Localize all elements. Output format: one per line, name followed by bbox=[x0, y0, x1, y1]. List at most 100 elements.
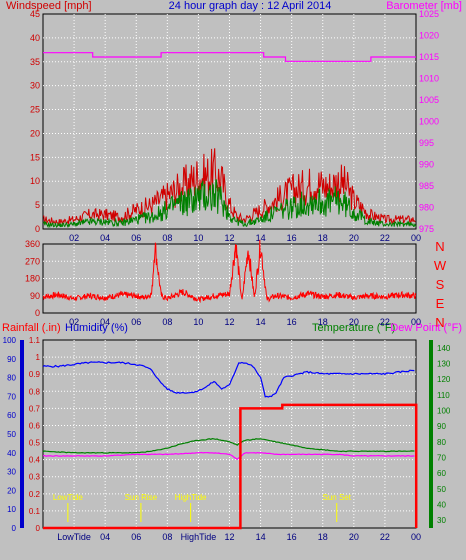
humidity-y-tick-label: 60 bbox=[7, 411, 16, 420]
wind-panel-x-tick-label: 06 bbox=[131, 233, 141, 243]
wind-gust-line bbox=[42, 148, 416, 226]
wind-panel-x-tick-label: 16 bbox=[287, 233, 297, 243]
rain-y-tick-label: 0 bbox=[36, 524, 41, 533]
temperature-y-tick-label: 110 bbox=[437, 391, 450, 400]
rain-y-tick-label: 0.2 bbox=[29, 490, 41, 499]
wind-panel-right-y-tick-label: 990 bbox=[419, 160, 434, 170]
rain-y-tick-label: 1.1 bbox=[29, 336, 41, 345]
wind-panel-x-tick-label: 04 bbox=[100, 233, 110, 243]
temperature-title: Temperature (°F) bbox=[312, 322, 395, 334]
rain-y-tick-label: 1 bbox=[36, 353, 41, 362]
climate-panel-x-tick-label: 14 bbox=[256, 532, 266, 542]
wind-panel-x-tick-label: 10 bbox=[193, 233, 203, 243]
wind-panel-left-y-tick-label: 0 bbox=[35, 224, 40, 234]
dewpoint-title: Dew Point (°F) bbox=[390, 322, 462, 334]
dewpoint-line bbox=[42, 451, 415, 461]
direction-labels: N W S E N bbox=[434, 239, 447, 330]
rain-y-tick-label: 0.8 bbox=[29, 387, 41, 396]
humidity-y-tick-label: 70 bbox=[7, 392, 16, 401]
climate-panel-x-tick-label: 06 bbox=[131, 532, 141, 542]
temperature-y-tick-label: 100 bbox=[437, 407, 451, 416]
temperature-y-tick-label: 30 bbox=[437, 516, 446, 525]
direction-label-n2: N bbox=[435, 315, 444, 330]
humidity-y-tick-label: 90 bbox=[7, 355, 16, 364]
climate-panel-x-tick-label: HighTide bbox=[181, 532, 217, 542]
direction-panel-x-tick-label: 06 bbox=[131, 317, 141, 327]
temperature-y-tick-label: 40 bbox=[437, 501, 446, 510]
direction-label-e: E bbox=[436, 296, 445, 311]
wind-panel-left-y-tick-label: 10 bbox=[30, 176, 40, 186]
wind-panel-x-tick-label: 22 bbox=[380, 233, 390, 243]
humidity-y-tick-label: 80 bbox=[7, 374, 16, 383]
direction-label-w: W bbox=[434, 258, 447, 273]
direction-label-n1: N bbox=[435, 239, 444, 254]
direction-panel-x-tick-label: 08 bbox=[162, 317, 172, 327]
direction-panel-x-tick-label: 04 bbox=[100, 317, 110, 327]
wind-panel-x-tick-label: 08 bbox=[162, 233, 172, 243]
wind-panel-left-y-tick-label: 30 bbox=[30, 81, 40, 91]
direction-panel-x-tick-label: 22 bbox=[380, 317, 390, 327]
climate-panel-x-tick-label: 16 bbox=[287, 532, 297, 542]
direction-panel-x-tick-label: 18 bbox=[318, 317, 328, 327]
wind-panel-x-tick-label: 00 bbox=[411, 233, 421, 243]
wind-panel-x-tick-label: 20 bbox=[349, 233, 359, 243]
direction-panel-x-tick-label: 12 bbox=[224, 317, 234, 327]
wind-panel-left-y-tick-label: 5 bbox=[35, 200, 40, 210]
rain-y-tick-label: 0.4 bbox=[29, 456, 41, 465]
direction-panel-x-tick-label: 20 bbox=[349, 317, 359, 327]
wind-panel-left-y-tick-label: 20 bbox=[30, 128, 40, 138]
direction-panel-x-tick-label: 02 bbox=[69, 317, 79, 327]
direction-panel-y-tick-label: 270 bbox=[25, 256, 40, 266]
wind-panel-left-y-tick-label: 45 bbox=[30, 9, 40, 19]
temperature-y-tick-label: 130 bbox=[437, 360, 451, 369]
rainfall-title: Rainfall (.in) bbox=[2, 322, 61, 334]
rain-y-tick-label: 0.3 bbox=[29, 473, 41, 482]
wind-panel-right-y-tick-label: 1025 bbox=[419, 9, 439, 19]
rain-y-tick-label: 0.7 bbox=[29, 404, 41, 413]
wind-panel-right-y-tick-label: 1015 bbox=[419, 52, 439, 62]
windspeed-title: Windspeed [mph] bbox=[6, 0, 92, 12]
climate-panel-x-tick-label: 22 bbox=[380, 532, 390, 542]
annotation-label: HighTide bbox=[175, 493, 207, 502]
wind-panel-right-y-tick-label: 985 bbox=[419, 181, 434, 191]
climate-panel-x-tick-label: LowTide bbox=[57, 532, 91, 542]
humidity-title: Humidity (%) bbox=[65, 322, 128, 334]
temperature-y-tick-label: 70 bbox=[437, 454, 446, 463]
temperature-line bbox=[42, 437, 415, 454]
chart-title: 24 hour graph day : 12 April 2014 bbox=[169, 0, 332, 12]
humidity-y-tick-label: 100 bbox=[3, 336, 17, 345]
barometer-title: Barometer [mb] bbox=[386, 0, 462, 12]
direction-panel-y-tick-label: 180 bbox=[25, 274, 40, 284]
barometer-line bbox=[43, 52, 416, 62]
climate-panel-x-tick-label: 08 bbox=[162, 532, 172, 542]
climate-panel-x-tick-label: 20 bbox=[349, 532, 359, 542]
humidity-y-tick-label: 20 bbox=[7, 486, 16, 495]
wind-panel-right-y-tick-label: 980 bbox=[419, 203, 434, 213]
humidity-y-tick-label: 50 bbox=[7, 430, 16, 439]
temperature-y-tick-label: 140 bbox=[437, 344, 451, 353]
direction-panel-x-tick-label: 10 bbox=[193, 317, 203, 327]
wind-panel-x-tick-label: 02 bbox=[69, 233, 79, 243]
direction-label-s: S bbox=[436, 277, 445, 292]
humidity-y-tick-label: 10 bbox=[7, 505, 16, 514]
wind-panel-x-tick-label: 14 bbox=[256, 233, 266, 243]
temperature-y-tick-label: 90 bbox=[437, 422, 446, 431]
humidity-y-tick-label: 30 bbox=[7, 468, 16, 477]
wind-panel-left-y-tick-label: 35 bbox=[30, 57, 40, 67]
wind-direction-line bbox=[42, 239, 416, 304]
wind-panel-left-y-tick-label: 25 bbox=[30, 105, 40, 115]
rain-y-tick-label: 0.1 bbox=[29, 507, 41, 516]
wind-panel-right-y-tick-label: 1020 bbox=[419, 31, 439, 41]
humidity-y-tick-label: 40 bbox=[7, 449, 16, 458]
wind-panel-right-y-tick-label: 1000 bbox=[419, 117, 439, 127]
wind-panel-right-y-tick-label: 975 bbox=[419, 224, 434, 234]
direction-panel-y-tick-label: 0 bbox=[35, 308, 40, 318]
direction-panel-y-tick-label: 360 bbox=[25, 239, 40, 249]
wind-panel-frame bbox=[42, 13, 417, 230]
climate-panel-x-tick-label: 12 bbox=[224, 532, 234, 542]
temperature-y-tick-label: 50 bbox=[437, 485, 446, 494]
wind-panel-x-tick-label: 12 bbox=[224, 233, 234, 243]
wind-panel-x-tick-label: 18 bbox=[318, 233, 328, 243]
direction-panel-x-tick-label: 00 bbox=[411, 317, 421, 327]
